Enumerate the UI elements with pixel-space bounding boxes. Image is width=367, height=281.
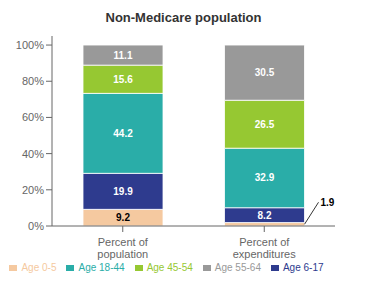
svg-text:80%: 80% — [22, 75, 44, 87]
svg-text:1.9: 1.9 — [321, 197, 335, 208]
html-text:Age 45-54: Age 45-54 — [146, 262, 193, 273]
svg-text:44.2: 44.2 — [113, 128, 133, 139]
svg-text:40%: 40% — [22, 148, 44, 160]
html-text:Age 0-5: Age 0-5 — [21, 262, 57, 273]
svg-text:Percent ofexpenditures: Percent ofexpenditures — [233, 236, 296, 261]
html-text:Non-Medicare population: Non-Medicare population — [105, 10, 262, 25]
svg-text:11.1: 11.1 — [114, 50, 133, 61]
svg-text:0%: 0% — [28, 220, 44, 232]
html-text:Age 6-17: Age 6-17 — [283, 262, 324, 273]
svg-text:Percent ofpopulation: Percent ofpopulation — [97, 236, 148, 261]
svg-text:15.6: 15.6 — [113, 74, 133, 85]
html-text:Age 18-44: Age 18-44 — [78, 262, 125, 273]
svg-text:100%: 100% — [16, 39, 44, 51]
svg-text:30.5: 30.5 — [255, 67, 275, 78]
svg-text:19.9: 19.9 — [113, 186, 133, 197]
svg-text:60%: 60% — [22, 111, 44, 123]
svg-text:20%: 20% — [22, 184, 44, 196]
svg-text:26.5: 26.5 — [255, 119, 275, 130]
svg-text:32.9: 32.9 — [255, 172, 275, 183]
svg-text:9.2: 9.2 — [116, 212, 130, 223]
svg-text:8.2: 8.2 — [258, 210, 272, 221]
html-text:Age 55-64: Age 55-64 — [214, 262, 261, 273]
